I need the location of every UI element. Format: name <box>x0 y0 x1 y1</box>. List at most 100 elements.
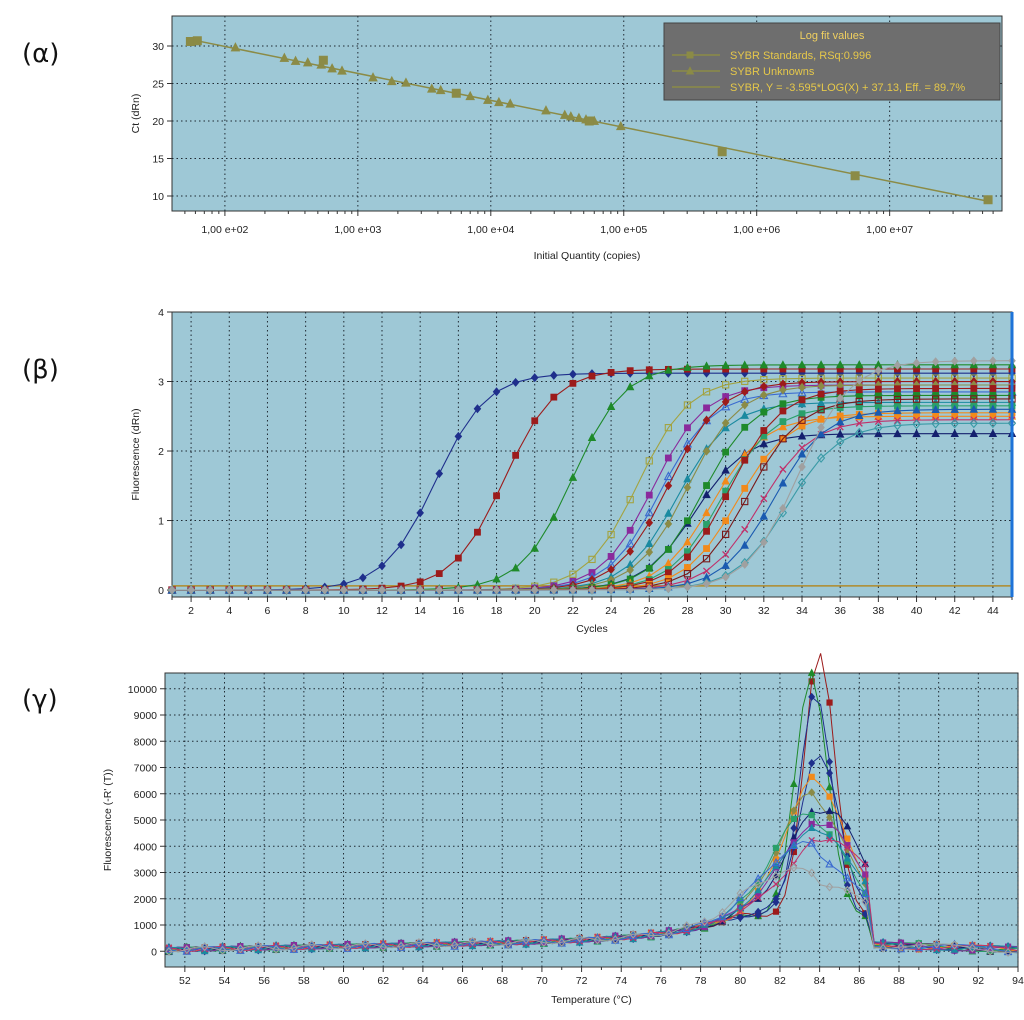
melt-curve <box>165 863 1018 957</box>
y-tick-label: 25 <box>152 79 164 91</box>
curve-point <box>684 517 691 525</box>
curve-point <box>625 382 635 391</box>
curve-point <box>397 585 405 595</box>
curve-point <box>843 880 851 890</box>
x-tick-label: 4 <box>226 605 232 617</box>
curve-point <box>486 939 495 949</box>
curve-point <box>816 429 826 438</box>
curve-point <box>530 543 539 552</box>
x-tick-label: 1,00 e+04 <box>467 224 514 236</box>
x-tick-label: 92 <box>972 975 984 987</box>
curve-point <box>721 397 730 407</box>
curve-point <box>378 939 388 949</box>
standard-point <box>584 116 594 126</box>
curve-point <box>664 481 673 491</box>
x-tick-label: 82 <box>774 975 786 987</box>
y-tick-label: 7000 <box>134 763 158 775</box>
curve-point <box>741 525 749 533</box>
legend-marker <box>686 51 694 59</box>
curve-point <box>988 418 998 429</box>
curve-point <box>664 569 672 577</box>
curve-point <box>970 385 978 392</box>
curve-point <box>504 939 512 949</box>
curve-point <box>435 469 444 479</box>
x-tick-label: 60 <box>338 975 350 987</box>
curve-point <box>168 585 176 595</box>
standard-point <box>983 195 993 205</box>
curve-point <box>915 940 923 950</box>
x-tick-label: 14 <box>414 605 426 617</box>
curve-point <box>629 929 637 939</box>
curve-point <box>772 880 780 888</box>
curve-point <box>379 942 388 952</box>
curve-point <box>645 564 653 572</box>
curve-point <box>200 942 209 952</box>
curve-point <box>378 561 386 571</box>
chart-alpha: 1,00 e+02 1,00 e+03 1,00 e+04 1,00 e+05 1,00… <box>130 15 1003 262</box>
curve-point <box>301 585 310 595</box>
curve-point <box>931 404 940 414</box>
standard-point <box>850 171 860 181</box>
curve-point <box>416 578 424 586</box>
curve-point <box>282 585 291 595</box>
curve-point <box>244 585 253 595</box>
curve-point <box>183 945 191 955</box>
x-tick-label: 68 <box>496 975 508 987</box>
curve-point <box>550 393 558 401</box>
curve-point <box>797 449 807 458</box>
curve-point <box>874 396 883 404</box>
curve-point <box>760 495 768 503</box>
curve-point <box>988 404 998 413</box>
curve-point <box>741 484 749 492</box>
y-tick-label: 2000 <box>134 894 158 906</box>
curve-point <box>760 463 768 471</box>
x-tick-label: 58 <box>298 975 310 987</box>
curve-point <box>779 435 787 443</box>
curve-point <box>325 943 334 953</box>
curve-point <box>779 385 787 395</box>
curve-point <box>836 387 844 395</box>
curve-point <box>684 553 691 561</box>
curve-point <box>588 372 596 380</box>
x-tick-label: 80 <box>734 975 746 987</box>
curve-point <box>645 457 653 465</box>
curve-point <box>626 367 634 375</box>
curve-point <box>683 444 692 454</box>
unknown-point <box>337 65 347 75</box>
curve-point <box>808 692 816 701</box>
curve-point <box>254 941 263 951</box>
curve-point <box>778 422 788 431</box>
unknown-point <box>327 63 337 73</box>
curve-point <box>760 427 768 434</box>
curve-point <box>473 585 482 595</box>
unknown-point <box>483 94 493 104</box>
curve-point <box>721 530 730 539</box>
curve-point <box>550 370 558 380</box>
curve-point <box>950 356 959 366</box>
x-tick-label: 1,00 e+03 <box>334 224 381 236</box>
curve-point <box>702 388 711 396</box>
curve-point <box>771 857 781 867</box>
curve-point <box>682 921 691 931</box>
curve-point <box>970 356 978 366</box>
curve-point <box>511 377 520 387</box>
amplification-curve <box>168 356 1016 595</box>
curve-point <box>626 585 634 595</box>
curve-point <box>721 381 730 389</box>
legend-title: Log fit values <box>800 30 865 42</box>
curve-point <box>645 547 654 557</box>
curve-point <box>218 945 227 955</box>
curve-point <box>874 392 882 400</box>
x-tick-label: 1,00 e+02 <box>201 224 248 236</box>
curve-point <box>825 782 834 791</box>
curve-point <box>530 585 539 595</box>
curve-point <box>969 418 978 429</box>
curve-point <box>893 417 902 425</box>
curve-point <box>575 933 584 943</box>
curve-point <box>683 582 692 592</box>
curve-point <box>825 882 834 892</box>
legend-entry: SYBR Unknowns <box>730 66 815 78</box>
curve-point <box>702 508 711 517</box>
curve-point <box>703 545 710 552</box>
